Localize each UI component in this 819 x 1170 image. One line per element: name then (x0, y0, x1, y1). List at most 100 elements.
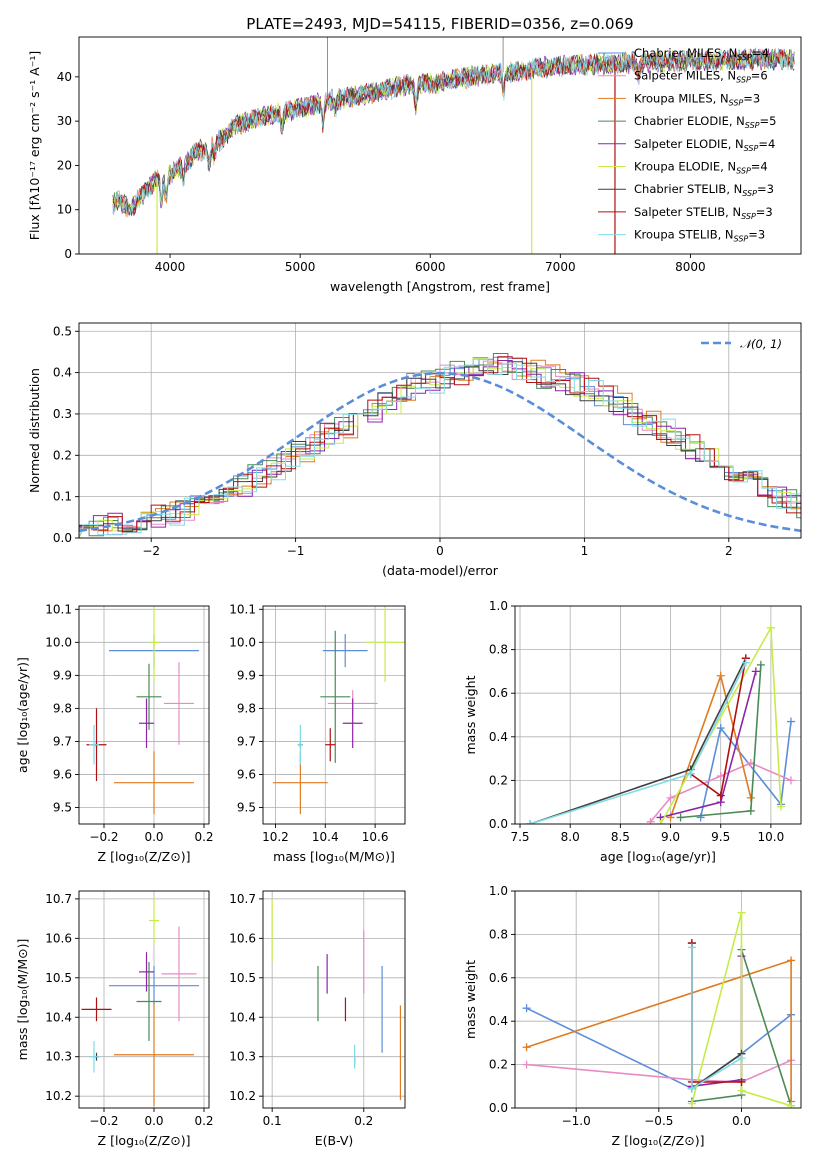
x-tick-label: 2 (725, 544, 733, 558)
errorbar-point (322, 634, 368, 668)
weight-line (526, 1059, 792, 1083)
y-tick-label: 10.3 (229, 1050, 256, 1064)
errorbar-point (342, 698, 363, 749)
x-tick-label: 9.5 (711, 830, 730, 844)
y-tick-label: 0.1 (53, 490, 72, 504)
legend-label: Chabrier MILES, NSSP=4 (634, 46, 769, 62)
y-tick-label: 0.2 (489, 1058, 508, 1072)
errorbar-point (109, 965, 199, 1006)
legend-label-main: Kroupa MILES, N (634, 91, 729, 105)
y-tick-label: 0.6 (489, 971, 508, 985)
legend: Chabrier MILES, NSSP=4 Salpeter MILES, N S… (598, 46, 776, 244)
x-tick-label: −1.0 (562, 1114, 591, 1128)
weight-marker (716, 791, 725, 800)
y-tick-label: 10 (57, 203, 72, 217)
y-tick-label: 0.8 (489, 927, 508, 941)
y-axis-label: mass [log₁₀(M/M⊙)] (15, 939, 30, 1061)
weight-marker (646, 817, 655, 824)
legend-label-tail: =4 (758, 137, 775, 151)
x-tick-label: 0.0 (732, 1114, 751, 1128)
legend-label: Kroupa STELIB, NSSP=3 (634, 228, 765, 244)
y-tick-label: 9.7 (53, 734, 72, 748)
y-tick-label: 40 (57, 70, 72, 84)
panel-mass-vs-Z: −0.2 0.0 0.2 10.2 10.3 10.4 10.5 10.6 10.7 Z [log… (15, 890, 214, 1148)
legend-label: 𝒩(0, 1) (740, 337, 782, 351)
errorbar-point (161, 926, 197, 1022)
spectrum-line (112, 48, 795, 218)
weight-marker (687, 1099, 696, 1108)
plot-area (522, 908, 796, 1108)
weight-marker (696, 813, 705, 822)
weight-marker (737, 1054, 746, 1063)
histogram-step (79, 353, 801, 538)
y-tick-label: 9.6 (53, 767, 72, 781)
weight-marker (751, 667, 760, 676)
y-axis-label: mass weight (463, 960, 478, 1039)
y-tick-label: 0.8 (489, 643, 508, 657)
errorbar-point (139, 952, 154, 992)
plot-area (81, 896, 199, 1107)
y-axis-label: age [log₁₀(age/yr)] (15, 657, 30, 773)
y-tick-label: 0.0 (489, 1101, 508, 1115)
errorbar-point (297, 724, 303, 765)
weight-marker (656, 820, 665, 824)
y-tick-label: 0.4 (489, 730, 508, 744)
y-tick-label: 9.5 (237, 800, 256, 814)
legend-label-tail: =4 (752, 46, 769, 60)
weight-marker (522, 1004, 531, 1013)
y-axis-label: mass weight (463, 675, 478, 754)
plot-area (526, 623, 795, 824)
x-tick-label: 10.6 (362, 830, 389, 844)
legend-label-tail: =3 (756, 205, 773, 219)
chart-title: PLATE=2493, MJD=54115, FIBERID=0356, z=0… (246, 15, 633, 33)
x-tick-label: 10.0 (758, 830, 785, 844)
x-tick-label: −2 (142, 544, 160, 558)
y-tick-label: 10.1 (45, 602, 72, 616)
legend-label-tail: =3 (743, 91, 760, 105)
x-axis-label: wavelength [Angstrom, rest frame] (330, 279, 550, 294)
weight-marker (716, 671, 725, 680)
y-tick-label: 10.0 (45, 635, 72, 649)
y-tick-label: 9.5 (53, 800, 72, 814)
x-axis-label: Z [log₁₀(Z/Z⊙)] (612, 1133, 705, 1148)
panels: 4000 5000 6000 7000 8000010203040wavelength … (15, 15, 802, 1148)
legend-label: Chabrier ELODIE, NSSP=5 (634, 114, 776, 130)
axes-frame (78, 322, 802, 539)
y-tick-label: 10.5 (45, 971, 72, 985)
weight-marker (786, 776, 795, 785)
legend-label-sub: SSP (729, 98, 744, 107)
x-axis-label: mass [log₁₀(M/M⊙)] (273, 849, 395, 864)
weight-marker (666, 793, 675, 802)
histogram-step (79, 358, 801, 538)
weight-marker (746, 806, 755, 815)
y-tick-label: 0.5 (53, 324, 72, 338)
x-tick-label: −0.2 (89, 1114, 118, 1128)
x-axis-label: age [log₁₀(age/yr)] (600, 849, 716, 864)
legend-label-sub: SSP (744, 144, 759, 153)
legend-label-tail: =3 (748, 228, 765, 242)
weight-marker (716, 724, 725, 733)
axes-frame (78, 36, 802, 255)
errorbar-point (81, 997, 112, 1022)
legend-label-main: Salpeter MILES, N (634, 69, 736, 83)
panel-weight-vs-age: 7.5 8.0 8.5 9.0 9.5 10.0 0.0 0.2 0.4 0.6 0.8 1.0 age… (463, 599, 802, 864)
weight-marker (766, 623, 775, 632)
legend-label-sub: SSP (745, 121, 760, 130)
panel-age-vs-Z: −0.2 0.0 0.2 9.5 9.6 9.7 9.8 9.9 10.0 10.1 Z [log₁… (15, 602, 214, 864)
weight-marker (776, 802, 785, 811)
x-tick-label: −1 (287, 544, 305, 558)
axes-frame (514, 605, 802, 825)
x-tick-label: 7.5 (510, 830, 529, 844)
errorbar-point (320, 630, 351, 763)
y-tick-label: 0.3 (53, 407, 72, 421)
y-tick-label: 9.8 (53, 701, 72, 715)
errorbar-point (325, 728, 336, 762)
errorbar-point (164, 662, 194, 745)
y-axis-label: Normed distribution (27, 368, 42, 493)
weight-marker (676, 813, 685, 822)
panel-spectrum: 4000 5000 6000 7000 8000 0 10 20 30 40 wavelength … (27, 15, 802, 294)
weight-line (691, 912, 792, 1107)
x-tick-label: 6000 (415, 260, 446, 274)
legend-label-sub: SSP (736, 167, 751, 176)
